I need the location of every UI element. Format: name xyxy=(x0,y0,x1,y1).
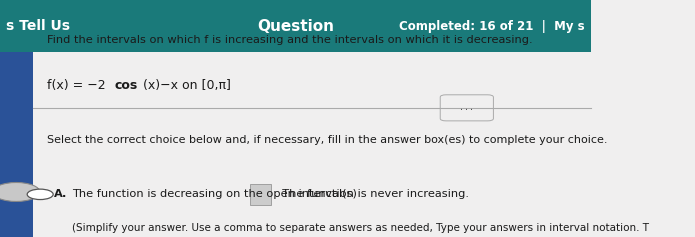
Text: s Tell Us: s Tell Us xyxy=(6,19,70,33)
Text: . The function is never increasing.: . The function is never increasing. xyxy=(275,189,468,199)
Circle shape xyxy=(27,189,54,200)
Text: (x)−x on [0,π]: (x)−x on [0,π] xyxy=(139,79,231,92)
Text: Question: Question xyxy=(257,18,334,34)
FancyBboxPatch shape xyxy=(0,52,33,237)
Text: Completed: 16 of 21  |  My s: Completed: 16 of 21 | My s xyxy=(400,20,585,32)
FancyBboxPatch shape xyxy=(250,184,271,205)
Text: Select the correct choice below and, if necessary, fill in the answer box(es) to: Select the correct choice below and, if … xyxy=(47,135,607,145)
Text: ...: ... xyxy=(459,103,474,112)
Text: Find the intervals on which f is increasing and the intervals on which it is dec: Find the intervals on which f is increas… xyxy=(47,35,533,45)
Text: (Simplify your answer. Use a comma to separate answers as needed, Type your answ: (Simplify your answer. Use a comma to se… xyxy=(72,223,649,232)
Circle shape xyxy=(0,182,40,201)
FancyBboxPatch shape xyxy=(440,95,493,121)
Text: f(x) = −2: f(x) = −2 xyxy=(47,79,110,92)
Text: cos: cos xyxy=(114,79,138,92)
Text: A.: A. xyxy=(54,189,67,199)
FancyBboxPatch shape xyxy=(0,0,591,52)
Text: The function is decreasing on the open interval(s): The function is decreasing on the open i… xyxy=(72,189,357,199)
